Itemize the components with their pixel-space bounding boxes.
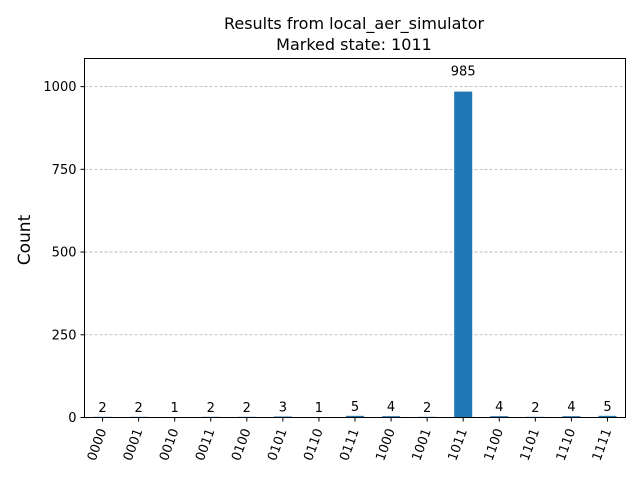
y-tick-label: 500: [52, 246, 77, 261]
bar-1111: [598, 415, 617, 418]
data-label-0101: 3: [279, 401, 287, 416]
x-tick-label-1111: 1111: [590, 427, 615, 463]
bar-1110: [562, 416, 581, 418]
y-tick-label: 0: [68, 411, 76, 426]
bar-1100: [490, 416, 509, 418]
x-tick-label-0101: 0101: [265, 427, 290, 463]
x-tick-label-1110: 1110: [554, 427, 579, 463]
x-tick-label-1101: 1101: [518, 427, 543, 463]
data-label-1000: 4: [387, 400, 395, 415]
plot-frame: [84, 58, 626, 418]
data-label-0110: 1: [315, 401, 323, 416]
x-tick-label-0100: 0100: [229, 427, 254, 463]
data-label-0001: 2: [134, 401, 142, 416]
x-tick-label-0111: 0111: [337, 427, 362, 463]
x-axis-ticks: 0000 0001 0010 0011 0100 0101 0110 0111 1000 1001…: [85, 417, 615, 463]
x-tick-label-1100: 1100: [482, 427, 507, 463]
y-axis-ticks: 0 250 500 750 1000: [43, 80, 85, 426]
y-tick-label: 750: [52, 163, 77, 178]
data-label-0000: 2: [98, 401, 106, 416]
bar-0111: [345, 415, 365, 418]
x-tick-label-0110: 0110: [301, 427, 326, 463]
data-label-1100: 4: [495, 400, 503, 415]
data-label-0011: 2: [207, 401, 215, 416]
bar-1011: [454, 91, 473, 418]
x-tick-label-1011: 1011: [446, 427, 471, 463]
x-tick-label-1001: 1001: [409, 427, 434, 463]
data-label-1011: 985: [451, 65, 476, 80]
data-label-1111: 5: [603, 400, 611, 415]
x-tick-label-1000: 1000: [373, 427, 398, 463]
chart-title: Results from local_aer_simulator: [224, 14, 485, 34]
data-label-0010: 1: [171, 401, 179, 416]
bars: [93, 91, 617, 418]
x-tick-label-0000: 0000: [85, 427, 110, 463]
bar-1000: [382, 416, 401, 418]
data-label-1001: 2: [423, 401, 431, 416]
x-tick-label-0010: 0010: [157, 427, 182, 463]
chart-subtitle: Marked state: 1011: [276, 35, 432, 54]
data-label-1110: 4: [567, 400, 575, 415]
data-label-0111: 5: [351, 400, 359, 415]
x-tick-label-0011: 0011: [193, 427, 218, 463]
data-label-0100: 2: [243, 401, 251, 416]
data-labels: 2 2 1 2 2 3 1 5 4 2 985 4 2 4 5: [98, 65, 611, 417]
y-tick-label: 1000: [43, 80, 76, 95]
y-axis-label: Count: [15, 214, 35, 265]
data-label-1101: 2: [531, 401, 539, 416]
y-tick-label: 250: [52, 328, 77, 343]
x-tick-label-0001: 0001: [121, 427, 146, 463]
gridlines: [84, 86, 626, 336]
